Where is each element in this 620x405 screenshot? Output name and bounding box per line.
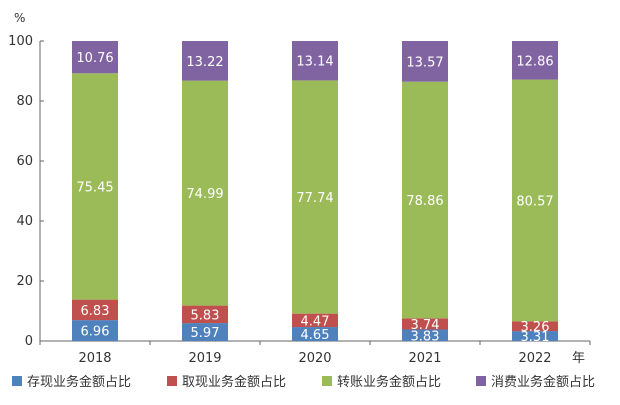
bar-segment [182, 323, 228, 341]
data-label: 6.83 [81, 304, 110, 319]
x-axis-unit: 年 [572, 351, 585, 366]
bar-segment [512, 79, 558, 322]
x-tick-label: 2022 [518, 351, 551, 366]
data-label: 12.86 [516, 54, 553, 69]
data-label: 5.97 [191, 326, 220, 341]
data-label: 3.26 [521, 320, 550, 335]
bar-segment [402, 41, 448, 82]
bar-segment [182, 305, 228, 324]
bar-segment [512, 331, 558, 341]
data-label: 3.83 [411, 329, 440, 344]
legend-swatch [476, 376, 486, 386]
data-label: 77.74 [296, 191, 333, 206]
data-label: 13.57 [406, 55, 443, 70]
data-label: 3.31 [521, 330, 550, 345]
data-label: 80.57 [516, 194, 553, 209]
bar-segment [182, 41, 228, 81]
bar-segment [292, 313, 338, 328]
legend-swatch [167, 376, 177, 386]
legend-label: 存现业务金额占比 [27, 374, 131, 390]
legend-swatch [322, 376, 332, 386]
data-label: 75.45 [76, 180, 113, 195]
y-axis-unit: % [14, 11, 25, 25]
y-ticks: 0 20 40 60 80 100 [8, 34, 44, 349]
bar-segment [72, 320, 118, 341]
data-label: 3.74 [411, 318, 440, 333]
y-tick-label: 80 [16, 94, 33, 109]
bar-segment [512, 41, 558, 80]
data-labels: 6.96 6.83 75.45 10.76 5.97 5.83 74.99 13.22 4.65… [76, 51, 553, 345]
x-tick-label: 2021 [408, 351, 441, 366]
data-label: 10.76 [76, 51, 113, 66]
bar-segment [402, 318, 448, 330]
bar-segment [72, 299, 118, 321]
x-tick-label: 2020 [298, 351, 331, 366]
data-label: 13.22 [186, 55, 223, 70]
data-label: 13.14 [296, 55, 333, 70]
legend-label: 消费业务金额占比 [491, 374, 595, 390]
bar-segment [292, 327, 338, 341]
data-label: 4.47 [301, 314, 330, 329]
bar-segment [72, 73, 118, 300]
x-tick-label: 2018 [78, 351, 111, 366]
bar-segment [182, 80, 228, 306]
data-label: 74.99 [186, 187, 223, 202]
bar-segment [292, 41, 338, 81]
legend-swatch [12, 376, 22, 386]
data-label: 6.96 [81, 325, 110, 340]
y-tick-label: 40 [16, 214, 33, 229]
data-label: 4.65 [301, 328, 330, 343]
bar-segment [72, 41, 118, 74]
y-tick-label: 100 [8, 34, 33, 49]
data-label: 5.83 [191, 308, 220, 323]
bar-segment [402, 81, 448, 319]
bar-segment [292, 80, 338, 314]
x-tick-label: 2019 [188, 351, 221, 366]
bar-segment [402, 329, 448, 341]
legend: 存现业务金额占比 取现业务金额占比 转账业务金额占比 消费业务金额占比 [12, 374, 595, 390]
legend-label: 取现业务金额占比 [182, 374, 286, 390]
bar-segment [512, 321, 558, 332]
y-tick-label: 60 [16, 154, 33, 169]
y-tick-label: 0 [25, 334, 33, 349]
y-tick-label: 20 [16, 274, 33, 289]
x-ticks: 2018 2019 2020 2021 2022 [39, 341, 591, 366]
data-label: 78.86 [406, 194, 443, 209]
bars [72, 41, 558, 341]
legend-label: 转账业务金额占比 [337, 374, 441, 390]
